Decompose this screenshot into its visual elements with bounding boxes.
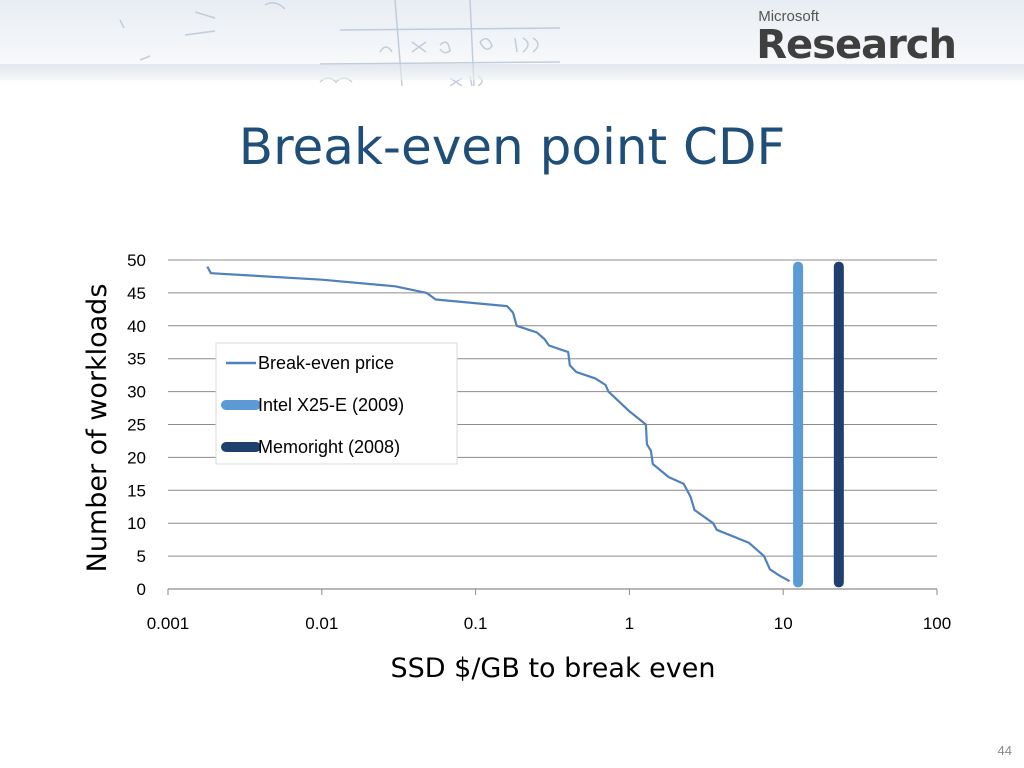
logo-research-text: Research bbox=[756, 22, 957, 68]
legend-label: Break-even price bbox=[258, 353, 394, 373]
y-tick-label: 50 bbox=[127, 251, 146, 270]
y-tick-label: 35 bbox=[127, 350, 146, 369]
x-axis-title: SSD $/GB to break even bbox=[391, 653, 716, 684]
y-tick-label: 15 bbox=[127, 481, 146, 500]
y-tick-label: 5 bbox=[137, 547, 146, 566]
y-tick-label: 10 bbox=[127, 514, 146, 533]
x-tick-label: 1 bbox=[625, 614, 634, 633]
y-tick-label: 30 bbox=[127, 383, 146, 402]
slide-title: Break-even point CDF bbox=[238, 118, 786, 176]
banner-band bbox=[0, 64, 1024, 80]
x-tick-label: 0.01 bbox=[305, 614, 338, 633]
break-even-price-line bbox=[206, 266, 791, 583]
x-tick-label: 10 bbox=[774, 614, 793, 633]
microsoft-research-logo: Microsoft Research bbox=[756, 8, 957, 68]
y-axis-title: Number of workloads bbox=[82, 284, 113, 573]
y-tick-label: 25 bbox=[127, 416, 146, 435]
legend-label: Intel X25-E (2009) bbox=[258, 395, 404, 415]
break-even-cdf-chart: 0 5 10 15 20 25 30 35 40 45 50 0.001 0.01 0.1 1 10 100 SS… bbox=[82, 251, 951, 684]
y-tick-label: 0 bbox=[137, 580, 146, 599]
x-tick-label: 0.1 bbox=[464, 614, 488, 633]
x-tick-label: 0.001 bbox=[147, 614, 190, 633]
page-number: 44 bbox=[997, 743, 1012, 758]
header-banner: Microsoft Research bbox=[0, 0, 1024, 86]
y-tick-label: 20 bbox=[127, 448, 146, 467]
y-tick-label: 40 bbox=[127, 317, 146, 336]
logo-microsoft-text: Microsoft bbox=[758, 8, 820, 25]
legend-label: Memoright (2008) bbox=[258, 437, 400, 457]
whiteboard-background-decor bbox=[119, 0, 561, 86]
y-tick-label: 45 bbox=[127, 284, 146, 303]
x-tick-label: 100 bbox=[923, 614, 951, 633]
